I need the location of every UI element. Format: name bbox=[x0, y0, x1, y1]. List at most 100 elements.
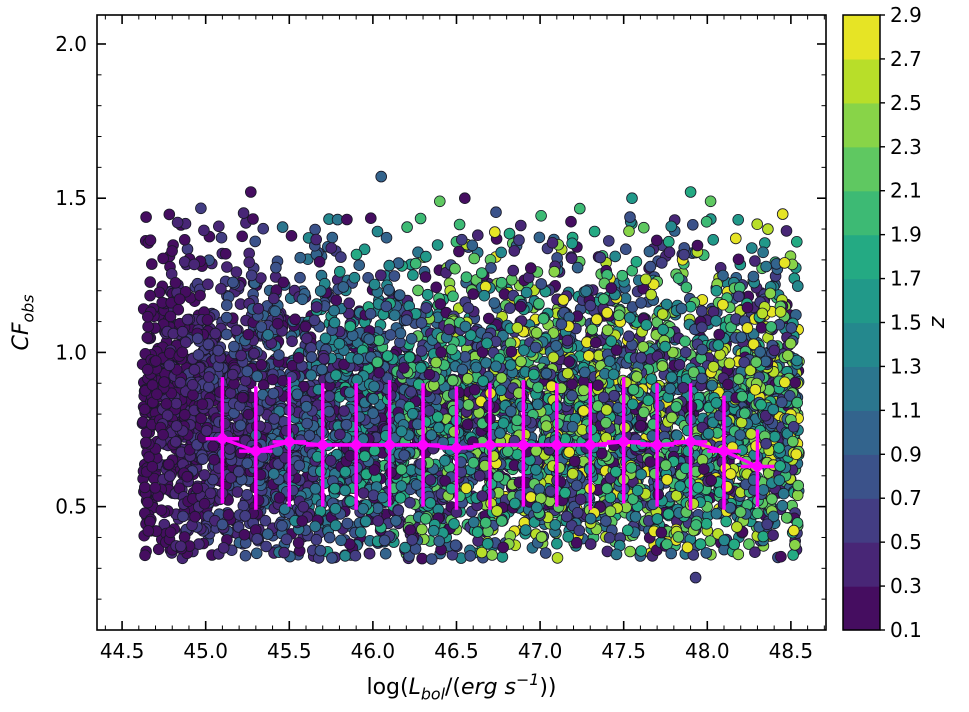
scatter-point bbox=[675, 302, 688, 315]
scatter-point bbox=[181, 313, 194, 326]
scatter-point bbox=[696, 343, 708, 356]
scatter-point bbox=[741, 301, 754, 314]
scatter-point bbox=[316, 363, 328, 376]
scatter-point bbox=[456, 363, 469, 376]
scatter-point bbox=[505, 345, 518, 358]
scatter-point bbox=[513, 234, 525, 246]
scatter-point bbox=[419, 271, 432, 283]
scatter-point bbox=[519, 524, 532, 536]
scatter-point bbox=[729, 232, 742, 245]
scatter-point bbox=[228, 340, 240, 353]
scatter-point bbox=[476, 490, 489, 502]
scatter-point bbox=[373, 334, 385, 347]
scatter-point bbox=[350, 248, 363, 261]
scatter-point bbox=[663, 246, 676, 259]
scatter-point bbox=[333, 337, 346, 350]
scatter-point bbox=[439, 454, 451, 467]
scatter-point bbox=[588, 225, 601, 238]
scatter-point bbox=[178, 234, 191, 246]
scatter-point bbox=[138, 403, 151, 416]
scatter-point bbox=[738, 356, 750, 369]
scatter-point bbox=[220, 328, 233, 341]
scatter-point bbox=[504, 302, 516, 314]
scatter-point bbox=[535, 210, 547, 222]
scatter-point bbox=[659, 459, 672, 472]
scatter-point bbox=[191, 482, 204, 495]
scatter-point bbox=[602, 235, 615, 247]
scatter-point bbox=[187, 389, 199, 401]
scatter-point bbox=[357, 487, 370, 499]
scatter-point bbox=[766, 493, 778, 505]
scatter-point bbox=[514, 300, 527, 313]
scatter-point bbox=[415, 345, 428, 357]
scatter-point bbox=[202, 278, 214, 291]
scatter-point bbox=[388, 270, 401, 282]
scatter-point bbox=[250, 547, 263, 560]
scatter-point bbox=[363, 547, 376, 560]
scatter-point bbox=[462, 302, 475, 314]
scatter-point bbox=[323, 531, 336, 544]
scatter-point bbox=[637, 341, 649, 353]
scatter-point bbox=[371, 225, 384, 238]
scatter-point bbox=[439, 475, 451, 487]
scatter-point bbox=[455, 233, 468, 246]
scatter-point bbox=[404, 524, 417, 536]
scatter-point bbox=[735, 331, 748, 344]
scatter-point bbox=[665, 371, 678, 384]
scatter-point bbox=[694, 538, 707, 550]
scatter-point bbox=[296, 515, 309, 527]
scatter-point bbox=[582, 350, 595, 362]
scatter-point bbox=[247, 213, 259, 225]
scatter-point bbox=[743, 538, 755, 550]
scatter-point bbox=[734, 506, 747, 518]
scatter-point bbox=[338, 358, 350, 371]
scatter-point bbox=[681, 541, 694, 554]
scatter-point bbox=[655, 257, 668, 269]
scatter-point bbox=[139, 481, 151, 494]
scatter-point bbox=[329, 519, 342, 532]
scatter-point bbox=[467, 456, 480, 469]
scatter-point bbox=[222, 508, 235, 521]
scatter-point bbox=[713, 328, 725, 341]
scatter-point bbox=[679, 335, 691, 348]
scatter-point bbox=[276, 221, 289, 233]
scatter-point bbox=[644, 260, 657, 273]
scatter-point bbox=[767, 510, 780, 523]
scatter-point bbox=[286, 335, 298, 348]
scatter-point bbox=[522, 271, 535, 284]
scatter-point bbox=[760, 260, 772, 273]
scatter-point bbox=[255, 321, 268, 333]
scatter-point bbox=[144, 234, 157, 247]
scatter-point bbox=[195, 412, 208, 425]
scatter-point bbox=[227, 276, 239, 289]
scatter-point bbox=[511, 321, 524, 334]
scatter-point bbox=[167, 327, 180, 340]
scatter-point bbox=[141, 331, 154, 344]
scatter-point bbox=[589, 336, 602, 349]
scatter-point bbox=[732, 373, 745, 385]
scatter-point bbox=[732, 214, 744, 226]
scatter-point bbox=[787, 549, 799, 561]
scatter-point bbox=[141, 496, 154, 509]
scatter-point bbox=[586, 323, 598, 336]
scatter-point bbox=[468, 252, 481, 265]
scatter-point bbox=[780, 511, 793, 524]
scatter-point bbox=[155, 504, 168, 517]
scatter-point bbox=[236, 230, 249, 243]
scatter-point bbox=[358, 243, 371, 256]
scatter-point bbox=[435, 346, 447, 359]
scatter-point bbox=[605, 282, 618, 294]
scatter-point bbox=[610, 344, 623, 356]
scatter-point bbox=[774, 306, 787, 318]
scatter-point bbox=[475, 267, 488, 279]
scatter-point bbox=[242, 408, 255, 421]
scatter-point bbox=[624, 545, 636, 558]
scatter-point bbox=[215, 282, 227, 295]
scatter-point bbox=[507, 264, 520, 277]
scatter-point bbox=[447, 290, 459, 303]
scatter-points bbox=[136, 170, 805, 584]
scatter-point bbox=[259, 514, 272, 527]
scatter-point bbox=[775, 550, 787, 563]
scatter-point bbox=[790, 236, 803, 248]
scatter-point bbox=[392, 504, 405, 517]
